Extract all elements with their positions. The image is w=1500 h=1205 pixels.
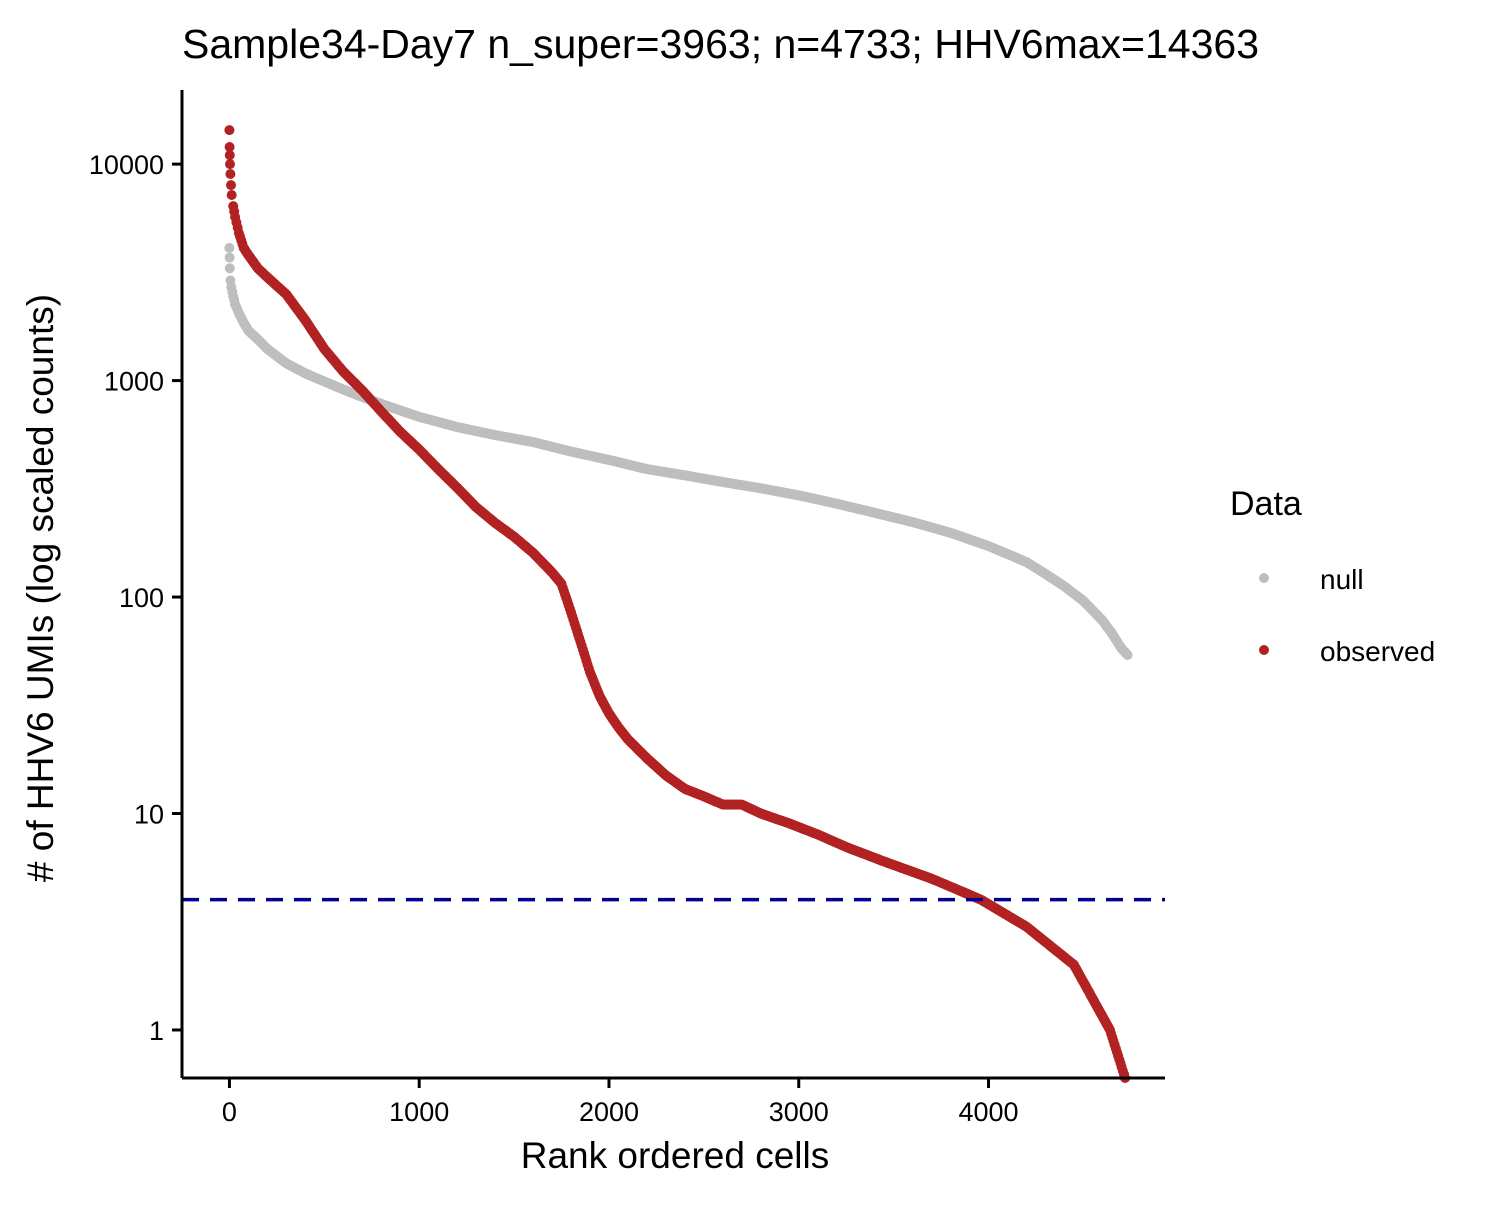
series-observed (224, 125, 1131, 1083)
y-tick-label: 1000 (104, 367, 164, 397)
y-tick-label: 10 (134, 800, 164, 830)
data-point-observed (224, 150, 235, 161)
axes: 0 1000 2000 3000 4000 1 10 100 1000 10000 (89, 90, 1165, 1127)
x-axis-title: Rank ordered cells (521, 1135, 829, 1176)
plot-area (224, 125, 1133, 1083)
legend: Data null observed (1230, 485, 1435, 667)
y-tick-label: 1 (149, 1016, 164, 1046)
y-axis-title: # of HHV6 UMIs (log scaled counts) (20, 294, 61, 882)
legend-key (1259, 645, 1269, 655)
legend-key (1259, 573, 1269, 583)
data-point-observed (224, 125, 235, 136)
x-tick-label: 3000 (769, 1097, 829, 1127)
data-point-observed (225, 169, 236, 179)
y-tick-label: 10000 (89, 150, 164, 180)
legend-title: Data (1230, 485, 1302, 523)
data-point-null (224, 252, 235, 263)
data-point-observed (224, 142, 235, 152)
x-tick-label: 4000 (958, 1097, 1018, 1127)
data-point-null (224, 263, 235, 274)
data-point-null (1122, 650, 1133, 660)
x-tick-label: 2000 (579, 1097, 639, 1127)
y-tick-label: 100 (119, 583, 164, 613)
chart-title: Sample34-Day7 n_super=3963; n=4733; HHV6… (182, 21, 1259, 67)
data-point-observed (225, 159, 235, 170)
series-null (224, 242, 1133, 660)
legend-label: null (1320, 564, 1364, 595)
legend-entries: null observed (1259, 564, 1435, 667)
x-tick-label: 0 (222, 1097, 237, 1127)
data-point-observed (226, 190, 237, 200)
legend-label: observed (1320, 636, 1435, 667)
data-point-null (224, 242, 235, 253)
data-point-observed (226, 180, 236, 191)
x-tick-label: 1000 (389, 1097, 449, 1127)
